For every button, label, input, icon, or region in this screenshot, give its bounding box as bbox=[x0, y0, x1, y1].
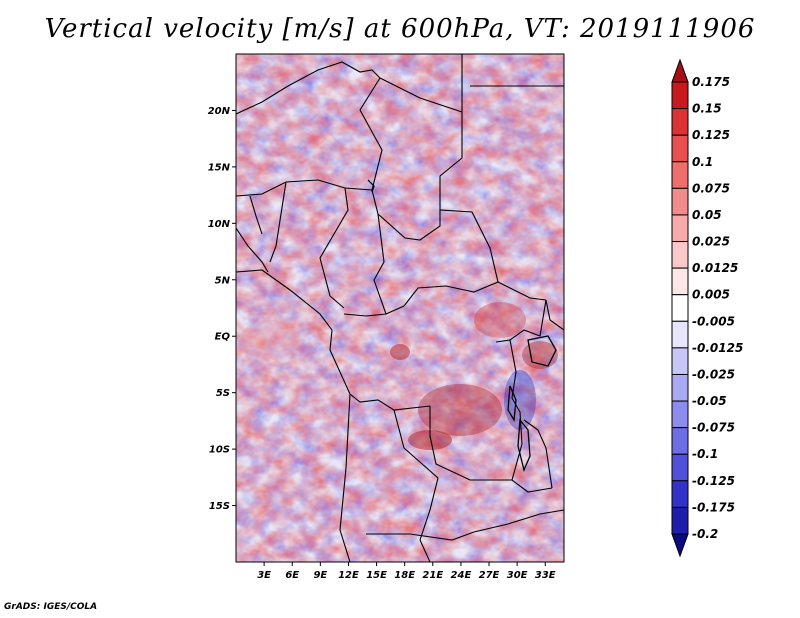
colorbar-label: -0.175 bbox=[692, 500, 735, 514]
colorbar: 0.175 0.15 0.125 0.1 0.075 0.05 0.025 0.0125 0.0… bbox=[671, 58, 743, 558]
grads-credit: GrADS: IGES/COLA bbox=[4, 602, 98, 612]
lat-tick-label: 15N bbox=[208, 162, 231, 173]
lon-tick-label: 15E bbox=[366, 570, 387, 581]
lat-tick-label: 10N bbox=[208, 219, 231, 230]
colorbar-label: 0.175 bbox=[692, 75, 730, 89]
colorbar-segment bbox=[671, 373, 689, 402]
colorbar-segment bbox=[671, 267, 689, 296]
colorbar-segment bbox=[671, 347, 689, 375]
longitude-axis: 3E 6E 9E 12E 15E 18E 21E 24E 27E 30E 33E bbox=[257, 562, 556, 581]
colorbar-top-arrow bbox=[671, 58, 689, 83]
lat-tick-label: EQ bbox=[215, 332, 231, 343]
colorbar-segment bbox=[671, 453, 689, 482]
colorbar-label: 0.0125 bbox=[692, 261, 738, 275]
latitude-axis: 20N 15N 10N 5N EQ 5S 10S 15S bbox=[208, 106, 236, 512]
lon-tick-label: 18E bbox=[394, 570, 415, 581]
lakes bbox=[367, 179, 557, 473]
lon-tick-label: 27E bbox=[479, 570, 500, 581]
colorbar-label: -0.0125 bbox=[692, 341, 743, 355]
colorbar-label: -0.125 bbox=[692, 474, 735, 488]
colorbar-label: -0.025 bbox=[692, 367, 735, 381]
convective-patches bbox=[240, 302, 558, 450]
colorbar-label: 0.025 bbox=[692, 235, 730, 249]
colorbar-label: -0.005 bbox=[692, 314, 735, 328]
colorbar-segment bbox=[671, 506, 689, 535]
colorbar-bottom-arrow bbox=[671, 533, 689, 558]
lat-tick-label: 20N bbox=[208, 106, 231, 117]
lon-tick-label: 3E bbox=[257, 570, 271, 581]
lon-tick-label: 12E bbox=[338, 570, 359, 581]
colorbar-segment bbox=[671, 241, 689, 269]
colorbar-segment bbox=[671, 108, 689, 136]
country-borders bbox=[236, 54, 564, 562]
lat-tick-label: 5N bbox=[215, 275, 231, 286]
colorbar-label: -0.075 bbox=[692, 421, 735, 435]
colorbar-label: -0.2 bbox=[692, 527, 718, 541]
colorbar-segment bbox=[671, 294, 689, 322]
lon-tick-label: 33E bbox=[535, 570, 556, 581]
lon-tick-label: 24E bbox=[451, 570, 472, 581]
map-frame bbox=[235, 53, 565, 563]
colorbar-label: 0.15 bbox=[692, 102, 722, 116]
colorbar-label: -0.1 bbox=[692, 447, 718, 461]
lon-tick-label: 30E bbox=[507, 570, 528, 581]
colorbar-label: 0.1 bbox=[692, 155, 713, 169]
lon-tick-label: 6E bbox=[285, 570, 299, 581]
colorbar-segment bbox=[671, 134, 689, 163]
lon-tick-label: 21E bbox=[422, 570, 443, 581]
colorbar-segment bbox=[671, 320, 689, 349]
map-area bbox=[235, 53, 565, 563]
colorbar-segment bbox=[671, 187, 689, 216]
colorbar-label: 0.05 bbox=[692, 208, 722, 222]
lat-tick-label: 15S bbox=[209, 501, 230, 512]
lon-tick-label: 9E bbox=[313, 570, 327, 581]
colorbar-segment bbox=[671, 161, 689, 189]
colorbar-label: 0.075 bbox=[692, 181, 730, 195]
colorbar-segment bbox=[671, 400, 689, 429]
lat-tick-label: 10S bbox=[209, 445, 230, 456]
colorbar-segment bbox=[671, 214, 689, 243]
chart-title: Vertical velocity [m/s] at 600hPa, VT: 2… bbox=[44, 14, 756, 44]
colorbar-segment bbox=[671, 81, 689, 110]
colorbar-segment bbox=[671, 480, 689, 508]
colorbar-segment bbox=[671, 427, 689, 455]
colorbar-label: -0.05 bbox=[692, 394, 727, 408]
colorbar-label: 0.125 bbox=[692, 128, 730, 142]
colorbar-label: 0.005 bbox=[692, 288, 730, 302]
lat-tick-label: 5S bbox=[216, 388, 230, 399]
